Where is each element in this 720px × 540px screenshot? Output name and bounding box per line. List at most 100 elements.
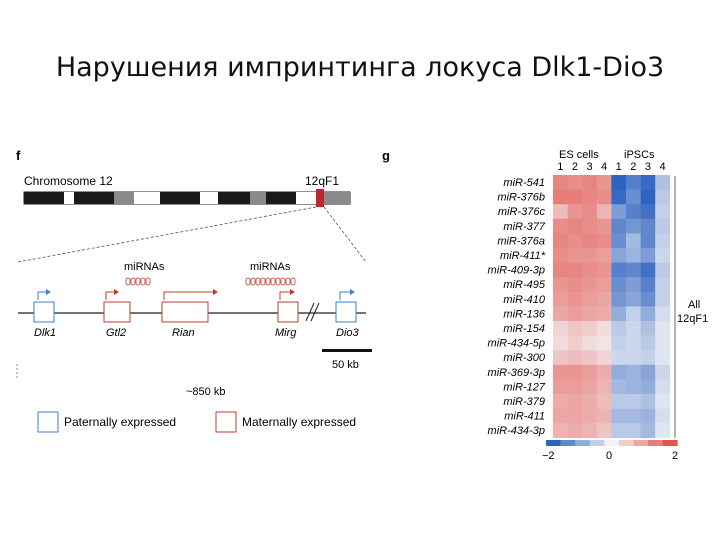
arrow-right-icon bbox=[37, 291, 48, 300]
gene-mirg: Mirg bbox=[275, 289, 299, 339]
heatmap-cell bbox=[626, 379, 641, 395]
heatmap-cell bbox=[655, 189, 671, 205]
heatmap-cell bbox=[596, 218, 612, 234]
heatmap-cell bbox=[655, 379, 671, 395]
heatmap-cell bbox=[582, 189, 598, 205]
heatmap-cell bbox=[582, 233, 598, 249]
side-label-all: All bbox=[688, 299, 700, 311]
panel-f-label: f bbox=[16, 148, 21, 163]
distance-label: ~850 kb bbox=[186, 386, 225, 398]
heatmap-cell bbox=[626, 218, 641, 234]
heatmap-cell bbox=[553, 277, 568, 293]
heatmap-cell bbox=[611, 379, 627, 395]
heatmap-cell bbox=[640, 423, 656, 439]
heatmap-cell bbox=[582, 306, 598, 322]
zoom-line-left bbox=[17, 206, 317, 263]
heatmap-cell bbox=[655, 204, 671, 220]
mirna-hairpin bbox=[270, 277, 276, 286]
mirna-hairpin bbox=[125, 277, 131, 286]
heatmap-cell bbox=[640, 262, 656, 278]
heatmap-cell bbox=[611, 291, 627, 307]
heatmap-cell bbox=[611, 175, 627, 190]
heatmap bbox=[553, 175, 671, 439]
row-label: miR-376a bbox=[497, 235, 545, 247]
scale-swatch bbox=[604, 440, 620, 446]
column-label: 4 bbox=[659, 161, 665, 173]
heatmap-cell bbox=[582, 335, 598, 351]
gene-label-mirg: Mirg bbox=[275, 327, 297, 339]
heatmap-cell bbox=[553, 218, 568, 234]
heatmap-cell bbox=[655, 321, 671, 336]
heatmap-cell bbox=[596, 306, 612, 322]
heatmap-cell bbox=[626, 175, 641, 190]
heatmap-cell bbox=[582, 291, 598, 307]
heatmap-cell bbox=[596, 204, 612, 220]
heatmap-cell bbox=[582, 379, 598, 395]
row-label: miR-409-3p bbox=[488, 265, 545, 277]
scale-mid-label: 0 bbox=[606, 450, 612, 462]
heatmap-cell bbox=[626, 248, 641, 263]
heatmap-cell bbox=[567, 189, 583, 205]
gene-label-rian: Rian bbox=[172, 327, 195, 339]
heatmap-cell bbox=[655, 277, 671, 293]
row-label: miR-434-5p bbox=[488, 338, 545, 350]
mirna-hairpin bbox=[280, 277, 286, 286]
heatmap-cell bbox=[567, 350, 583, 366]
heatmap-cell bbox=[655, 291, 671, 307]
heatmap-cell bbox=[596, 394, 612, 409]
gene-label-gtl2: Gtl2 bbox=[106, 327, 126, 339]
heatmap-cell bbox=[553, 189, 568, 205]
heatmap-cell bbox=[611, 262, 627, 278]
chromosome-ideogram bbox=[23, 189, 351, 207]
column-label: 1 bbox=[557, 161, 563, 173]
mirna-hairpin bbox=[285, 277, 291, 286]
heatmap-cell bbox=[640, 291, 656, 307]
heatmap-cell bbox=[596, 189, 612, 205]
heatmap-cell bbox=[626, 262, 641, 278]
heatmap-cell bbox=[626, 189, 641, 205]
heatmap-cell bbox=[655, 423, 671, 439]
heatmap-cell bbox=[567, 423, 583, 439]
heatmap-cell bbox=[553, 262, 568, 278]
heatmap-cell bbox=[611, 277, 627, 293]
scale-swatch bbox=[662, 440, 678, 446]
mirna-hairpin bbox=[265, 277, 271, 286]
heatmap-cell bbox=[596, 408, 612, 424]
row-label: miR-377 bbox=[503, 221, 545, 233]
heatmap-cell bbox=[655, 233, 671, 249]
expression-legend: Paternally expressed Maternally expresse… bbox=[37, 411, 356, 433]
heatmap-cell bbox=[640, 204, 656, 220]
heatmap-cell bbox=[553, 364, 568, 380]
column-label: 4 bbox=[601, 161, 607, 173]
heatmap-cell bbox=[626, 204, 641, 220]
heatmap-cell bbox=[582, 175, 598, 190]
locus-break bbox=[305, 302, 320, 322]
arrow-right-icon bbox=[105, 291, 116, 300]
heatmap-cell bbox=[567, 394, 583, 409]
heatmap-cell bbox=[567, 335, 583, 351]
slide-title: Нарушения импринтинга локуса Dlk1-Dio3 bbox=[55, 52, 665, 83]
paternal-swatch bbox=[37, 411, 59, 433]
heatmap-cell bbox=[553, 394, 568, 409]
heatmap-cell bbox=[567, 277, 583, 293]
mirna-hairpin bbox=[275, 277, 281, 286]
group-label-ipscs: iPSCs bbox=[624, 149, 655, 161]
heatmap-cell bbox=[626, 423, 641, 439]
heatmap-cell bbox=[567, 262, 583, 278]
heatmap-cell bbox=[582, 248, 598, 263]
heatmap-cell bbox=[582, 218, 598, 234]
heatmap-cell bbox=[626, 277, 641, 293]
paternal-legend-label: Paternally expressed bbox=[64, 415, 176, 429]
maternal-swatch bbox=[215, 411, 237, 433]
heatmap-cell bbox=[596, 350, 612, 366]
row-label: miR-410 bbox=[503, 294, 545, 306]
heatmap-cell bbox=[567, 408, 583, 424]
heatmap-cell bbox=[567, 379, 583, 395]
mirna-hairpin bbox=[130, 277, 136, 286]
heatmap-cell bbox=[611, 321, 627, 336]
heatmap-cell bbox=[640, 350, 656, 366]
heatmap-cell bbox=[640, 394, 656, 409]
row-label: miR-127 bbox=[503, 381, 545, 393]
mirna-hairpin bbox=[260, 277, 266, 286]
